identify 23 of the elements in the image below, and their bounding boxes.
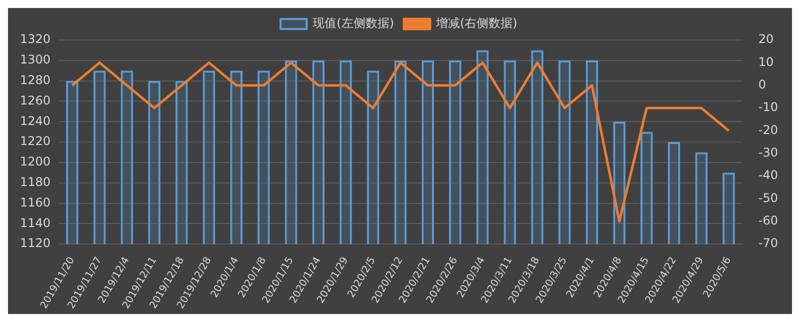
y2-tick-label: -10 <box>758 100 778 114</box>
y2-tick-label: -60 <box>758 214 778 228</box>
y-tick-label: 1160 <box>20 195 51 210</box>
y2-tick-label: -40 <box>758 168 778 182</box>
y-tick-label: 1120 <box>20 236 51 250</box>
y-tick-label: 1300 <box>20 52 51 67</box>
legend-label: 增减(右侧数据) <box>435 16 518 30</box>
y-tick-label: 1320 <box>20 32 51 46</box>
y-tick-label: 1220 <box>20 134 51 148</box>
y2-tick-label: 20 <box>758 32 774 46</box>
y2-tick-label: -30 <box>758 146 778 160</box>
y-tick-label: 1280 <box>20 72 51 87</box>
y-tick-label: 1240 <box>20 114 51 128</box>
y-tick-label: 1180 <box>20 174 51 189</box>
y2-tick-label: 10 <box>758 54 774 69</box>
y-tick-label: 1200 <box>20 154 51 169</box>
legend-label: 现值(左侧数据) <box>312 16 394 30</box>
y2-tick-label: -50 <box>758 190 778 205</box>
y-tick-label: 1140 <box>20 216 51 230</box>
y-tick-label: 1260 <box>20 93 51 108</box>
y2-tick-label: -20 <box>758 122 778 137</box>
y2-tick-label: -70 <box>758 236 778 250</box>
y2-tick-label: 0 <box>758 77 766 92</box>
